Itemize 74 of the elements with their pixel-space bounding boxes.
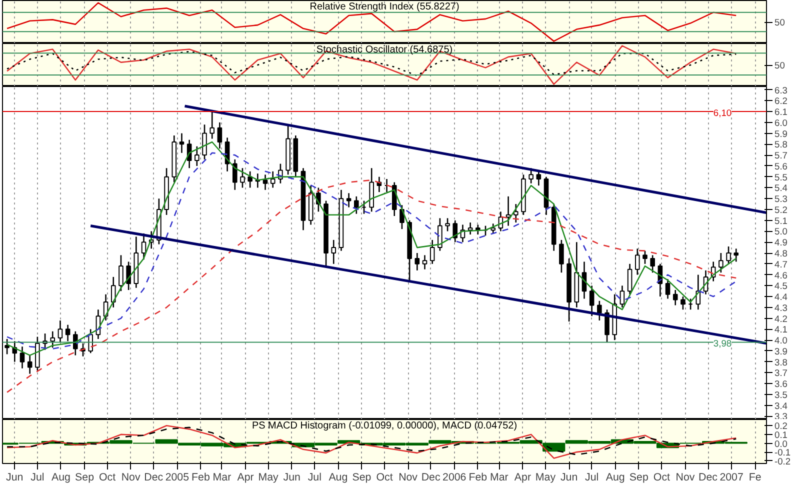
- x-tick-label: Mar: [490, 472, 509, 484]
- x-tick-label: May: [258, 472, 280, 484]
- y-tick-label: 4.5: [774, 281, 788, 292]
- x-tick-label: 2007: [720, 472, 744, 484]
- y-tick-label: 5.9: [774, 128, 788, 139]
- x-tick-label: Oct: [653, 472, 670, 484]
- x-tick-label: May: [535, 472, 556, 484]
- x-tick-label: Sep: [75, 472, 94, 484]
- x-tick-label: 2006: [442, 472, 466, 484]
- x-tick-label: Nov: [121, 472, 141, 484]
- y-tick-label: 4.7: [774, 259, 788, 270]
- y-tick-label: 6.1: [774, 107, 788, 118]
- chart-title: Relative Strength Index (55.8227): [310, 2, 460, 12]
- y-tick-label: 6.3: [774, 86, 788, 96]
- x-tick-label: Fe: [748, 472, 762, 484]
- x-tick-label: Oct: [99, 472, 116, 484]
- y-tick-label: 4.1: [774, 324, 788, 335]
- y-tick-label: 4.0: [774, 336, 788, 346]
- x-tick-label: Dec: [144, 472, 164, 484]
- y-tick-label: 4.2: [774, 314, 788, 324]
- x-tick-label: Jul: [308, 472, 322, 484]
- y-tick-label: 5.5: [774, 172, 788, 182]
- x-tick-label: Sep: [629, 472, 648, 484]
- y-tick-label: 3.9: [774, 346, 788, 356]
- y-tick-label: -0.1: [774, 448, 791, 458]
- x-tick-label: Mar: [212, 472, 232, 484]
- x-tick-label: Dec: [698, 472, 718, 484]
- x-tick-label: Aug: [328, 472, 348, 484]
- x-tick-label: Apr: [237, 472, 254, 484]
- y-tick-label: 5.8: [774, 140, 788, 150]
- x-tick-label: Jun: [6, 472, 24, 484]
- y-tick-label: 0.2: [774, 421, 788, 432]
- y-tick-label: 0.0: [774, 438, 788, 449]
- x-tick-label: 2005: [165, 472, 190, 484]
- y-tick-label: -0.2: [774, 456, 791, 466]
- y-tick-label: 0.1: [774, 430, 788, 440]
- chart-title: PS MACD Histogram (-0.01099, 0.00000), MACD (0.04752): [252, 420, 518, 432]
- y-tick-label: 4.8: [774, 248, 788, 258]
- y-tick-label: 5.4: [774, 183, 788, 194]
- y-tick-label: 5.2: [774, 204, 788, 215]
- x-tick-label: Feb: [192, 472, 210, 484]
- y-tick-label: 3.5: [774, 390, 788, 400]
- y-tick-label: 5.1: [774, 216, 788, 226]
- x-tick-label: Apr: [514, 472, 532, 484]
- y-tick-label: 5.6: [774, 161, 788, 172]
- y-tick-label: 5.3: [774, 194, 788, 204]
- ref-line-label: 6,10: [713, 108, 732, 118]
- y-tick-label: 4.6: [774, 270, 788, 280]
- x-tick-label: Dec: [421, 472, 441, 484]
- y-tick-label: 6.0: [774, 118, 788, 128]
- y-tick-label: 3.6: [774, 379, 788, 390]
- y-tick-label: 4.9: [774, 238, 788, 248]
- x-tick-label: Jun: [560, 472, 578, 484]
- text: 50: [774, 60, 785, 70]
- y-tick-label: 3.8: [774, 357, 788, 368]
- y-tick-label: 3.4: [774, 400, 788, 411]
- x-tick-label: Aug: [606, 472, 625, 484]
- x-tick-label: Nov: [676, 472, 696, 484]
- y-tick-label: 5.7: [774, 150, 788, 161]
- x-tick-label: Jul: [585, 472, 599, 484]
- y-tick-label: 6.2: [774, 96, 788, 106]
- x-tick-label: Sep: [352, 472, 372, 484]
- y-tick-label: 4.3: [774, 302, 788, 313]
- y-tick-label: 5.0: [774, 226, 788, 237]
- x-tick-label: Nov: [398, 472, 418, 484]
- x-tick-label: Feb: [468, 472, 488, 484]
- ref-line-label: 3,98: [713, 338, 732, 349]
- y-tick-label: 3.7: [774, 368, 788, 378]
- text: 50: [774, 18, 785, 28]
- x-tick-label: Jun: [283, 472, 301, 484]
- y-tick-label: 4.4: [774, 292, 788, 302]
- x-tick-label: Jul: [30, 472, 44, 484]
- x-tick-label: Oct: [376, 472, 393, 484]
- x-tick-label: Aug: [51, 472, 71, 484]
